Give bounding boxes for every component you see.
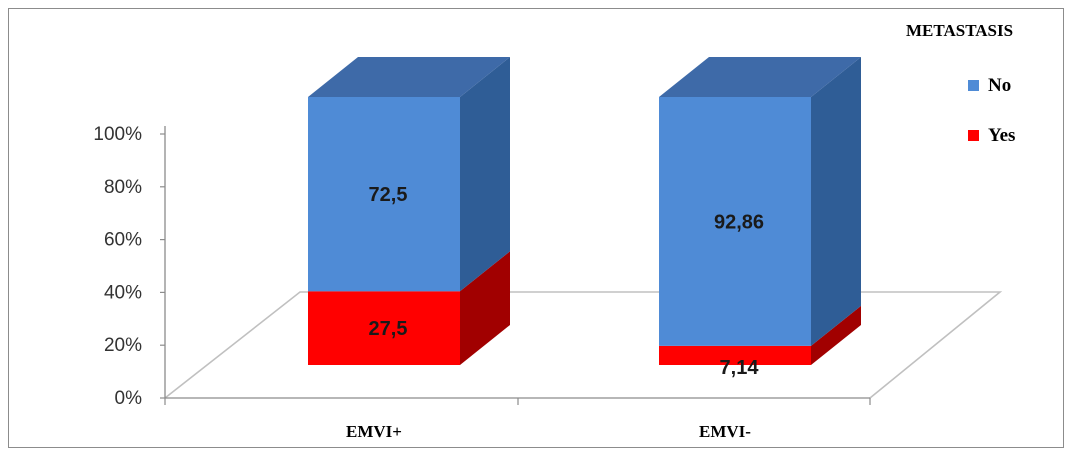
legend-swatch-no [968,80,979,91]
bar-front-emvi-yes [308,291,460,365]
legend-label-no: No [988,75,1011,96]
data-label-emvi-yes: 7,14 [720,357,760,379]
bar-front-emvi-no [659,97,811,346]
legend-swatch-yes [968,130,979,141]
data-label-emvi-no: 92,86 [714,211,764,233]
floor-outline [164,291,1003,399]
bar-side-emvi-yes [811,305,861,365]
data-label-emvi-no: 72,5 [369,184,408,206]
data-labels: 27,5 72,5 7,14 92,86 [369,184,765,379]
category-label: EMVI- [699,422,751,441]
data-label-emvi-yes: 27,5 [369,318,408,340]
x-axis-category-labels: EMVI+ EMVI- [346,422,751,441]
legend-label-yes: Yes [988,125,1015,146]
y-tick-label: 80% [104,177,142,198]
y-tick-label: 100% [93,124,142,145]
bar-top-emvi-no [659,57,861,97]
y-axis: 0% 20% 40% 60% 80% 100% [93,124,871,409]
bars [308,57,861,365]
bar-top-emvi-no [308,57,510,97]
category-label: EMVI+ [346,422,402,441]
y-tick-label: 0% [115,388,143,409]
chart-floor [164,291,1003,399]
y-tick-label: 40% [104,282,142,303]
y-tick-label: 20% [104,335,142,356]
y-tick-label: 60% [104,230,142,251]
bar-front-emvi-no [308,97,460,292]
legend: METASTASIS No Yes [906,21,1015,146]
legend-title: METASTASIS [906,21,1013,40]
chart-frame [8,8,1064,448]
bar-side-emvi-no [460,57,510,292]
bar-side-emvi-yes [460,251,510,365]
bar-side-emvi-no [811,57,861,346]
bar-front-emvi-yes [659,345,811,365]
